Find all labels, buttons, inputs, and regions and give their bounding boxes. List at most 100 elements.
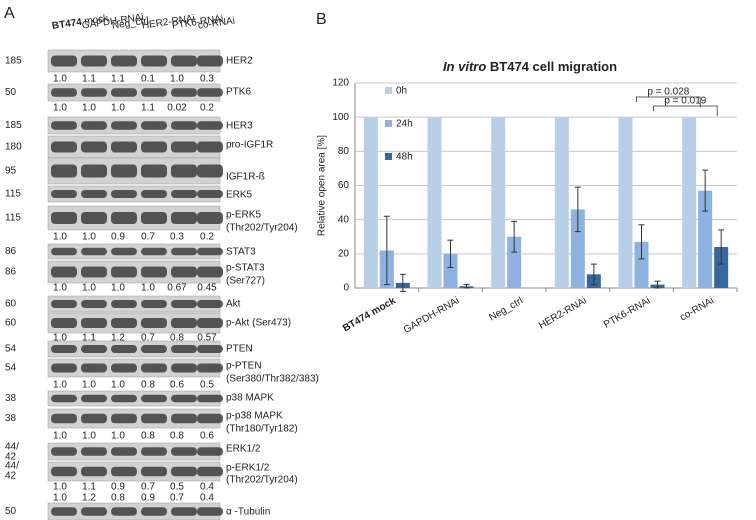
quantification: 0.8	[111, 493, 125, 504]
legend-swatch	[385, 120, 392, 127]
y-tick-label: 80	[338, 146, 350, 157]
lane-label: co-RNAi	[197, 16, 235, 32]
protein-label: p-p38 MAPK	[226, 411, 283, 422]
quantification: 1.1	[82, 333, 96, 344]
quantification: 0.9	[141, 493, 155, 504]
blot-band	[197, 190, 223, 198]
blot-band	[81, 164, 107, 178]
blot-band	[171, 164, 197, 178]
blot-band	[111, 413, 137, 424]
molecular-weight: 38	[5, 413, 17, 424]
blot-band	[171, 345, 197, 353]
blot-band	[51, 141, 77, 153]
molecular-weight: 86	[5, 246, 17, 257]
protein-label: p38 MAPK	[226, 393, 274, 404]
blot-band	[197, 394, 223, 403]
blot-band	[197, 363, 223, 373]
quantification: 1.1	[141, 103, 155, 114]
blot-band	[111, 121, 137, 130]
blot-band	[111, 266, 137, 278]
blot-band	[197, 212, 223, 224]
quantification: 0.5	[170, 482, 184, 493]
quantification: 1.0	[141, 283, 155, 294]
blot-band	[141, 121, 167, 130]
quantification: 0.4	[200, 482, 214, 493]
blot-band	[197, 88, 223, 97]
protein-label: IGF1R-ß	[226, 172, 265, 183]
blot-band	[111, 55, 137, 67]
blot-band	[51, 413, 77, 424]
blot-band	[111, 466, 137, 477]
blot-band	[141, 164, 167, 178]
blot-band	[111, 507, 137, 516]
blot-band	[81, 394, 107, 403]
molecular-weight: 42	[5, 471, 17, 482]
legend-swatch	[385, 87, 392, 94]
quantification: 1.1	[111, 74, 125, 85]
blot-band	[171, 363, 197, 373]
molecular-weight: 185	[5, 56, 22, 67]
quantification: 1.0	[82, 380, 96, 391]
blot-band	[197, 318, 223, 328]
blot-band	[81, 190, 107, 198]
quantification: 0.7	[170, 493, 184, 504]
lane-label: Neg_ctrl	[111, 16, 149, 32]
blot-band	[81, 266, 107, 278]
panel-letter: A	[4, 5, 15, 22]
blot-band	[171, 300, 197, 308]
quantification: 0.6	[170, 380, 184, 391]
blot-band	[51, 88, 77, 97]
blot-band	[51, 363, 77, 373]
blot-band	[141, 318, 167, 328]
quantification: 1.0	[53, 232, 67, 243]
y-tick-label: 120	[332, 78, 349, 89]
blot-band	[51, 55, 77, 67]
blot-band	[141, 413, 167, 424]
bar	[618, 117, 633, 289]
bar	[363, 117, 378, 289]
blot-band	[111, 247, 137, 256]
blot-band	[81, 141, 107, 153]
error-bar	[383, 215, 390, 286]
bar	[634, 241, 649, 288]
error-bar	[447, 239, 454, 268]
protein-label: (Thr202/Tyr204)	[226, 475, 298, 486]
molecular-weight: 54	[5, 344, 17, 355]
bar	[682, 117, 697, 289]
quantification: 0.4	[200, 493, 214, 504]
molecular-weight: 86	[5, 267, 17, 278]
quantification: 0.7	[141, 232, 155, 243]
blot-band	[197, 300, 223, 308]
blot-band	[141, 345, 167, 353]
blot-band	[197, 247, 223, 256]
quantification: 1.1	[82, 74, 96, 85]
blot-band	[141, 212, 167, 224]
y-tick-label: 0	[343, 283, 349, 294]
blot-band	[141, 266, 167, 278]
quantification: 0.45	[197, 283, 217, 294]
quantification: 0.02	[167, 103, 187, 114]
quantification: 0.2	[200, 232, 214, 243]
blot-band	[171, 121, 197, 130]
y-tick-label: 60	[338, 180, 350, 191]
blot-band	[111, 141, 137, 153]
quantification: 0.8	[141, 380, 155, 391]
quantification: 1.1	[82, 482, 96, 493]
blot-band	[51, 507, 77, 516]
significance-bracket	[636, 96, 701, 107]
blot-band	[111, 394, 137, 403]
blot-band	[141, 300, 167, 308]
quantification: 0.8	[170, 333, 184, 344]
molecular-weight: 115	[5, 213, 21, 224]
protein-label: Akt	[226, 299, 241, 310]
protein-label: p-ERK5	[226, 210, 261, 221]
bar	[443, 253, 458, 288]
molecular-weight: 38	[5, 393, 17, 404]
protein-label: ERK5	[226, 190, 253, 201]
molecular-weight: 54	[5, 363, 17, 374]
bar	[698, 190, 713, 288]
legend-label: 48h	[396, 152, 413, 163]
bar	[714, 247, 729, 288]
blot-band	[141, 394, 167, 403]
blot-band	[171, 394, 197, 403]
